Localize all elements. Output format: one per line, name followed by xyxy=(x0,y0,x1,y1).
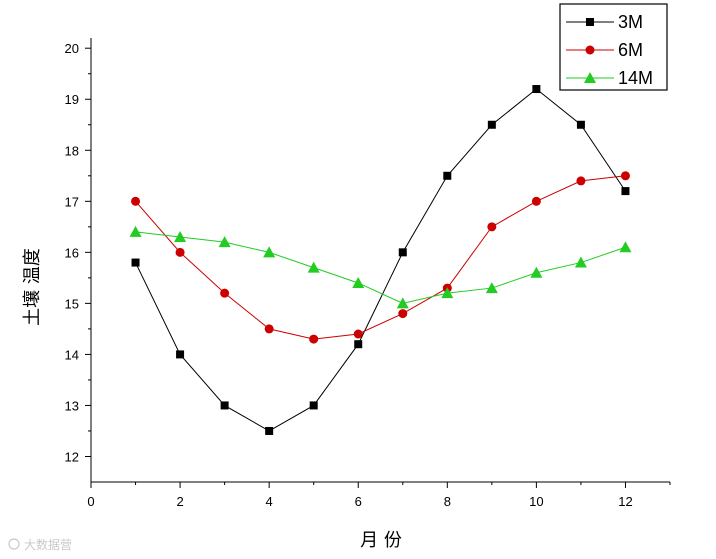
data-point xyxy=(307,261,320,273)
watermark: 大数据营 xyxy=(8,537,72,552)
x-tick-label: 4 xyxy=(266,494,273,509)
watermark-text: 大数据营 xyxy=(24,537,72,552)
data-point xyxy=(309,334,319,344)
data-point xyxy=(485,282,498,294)
data-point xyxy=(576,176,586,186)
legend-label: 6M xyxy=(618,40,643,60)
data-point xyxy=(176,350,185,359)
y-axis-label: 土壤 温度 xyxy=(22,248,43,326)
legend-item: 6M xyxy=(566,40,643,60)
legend-item: 14M xyxy=(566,68,653,88)
y-tick-label: 17 xyxy=(65,194,79,209)
data-point xyxy=(530,266,543,278)
y-tick-label: 19 xyxy=(65,92,79,107)
data-point xyxy=(175,247,185,257)
data-point xyxy=(352,276,365,288)
legend-box xyxy=(559,3,668,91)
legend: 3M 6M 14M xyxy=(559,3,668,91)
x-ticks: 0 2 4 6 8 10 12 xyxy=(87,482,671,509)
data-point xyxy=(354,340,363,349)
series-line xyxy=(135,88,626,432)
legend-marker xyxy=(584,72,596,83)
data-point xyxy=(131,196,141,206)
data-point xyxy=(487,120,496,129)
axes xyxy=(90,38,670,483)
data-point xyxy=(309,401,318,410)
x-tick-label: 0 xyxy=(87,494,94,509)
data-point xyxy=(576,120,585,129)
x-tick-label: 12 xyxy=(618,494,632,509)
legend-label: 3M xyxy=(618,12,643,32)
data-point xyxy=(532,85,541,94)
data-point xyxy=(621,187,630,196)
data-point xyxy=(131,258,140,267)
data-point xyxy=(174,231,187,243)
series-line xyxy=(135,231,626,304)
data-point xyxy=(487,222,497,232)
y-tick-label: 13 xyxy=(65,398,79,413)
data-point xyxy=(531,196,541,206)
series-3M xyxy=(131,85,630,435)
legend-label: 14M xyxy=(618,68,653,88)
data-point xyxy=(264,324,274,334)
data-point xyxy=(263,246,276,258)
y-tick-label: 18 xyxy=(65,143,79,158)
y-tick-label: 14 xyxy=(65,347,79,362)
y-tick-label: 16 xyxy=(65,245,79,260)
legend-marker xyxy=(585,45,595,55)
data-point xyxy=(619,241,632,253)
series-6M xyxy=(131,171,630,344)
x-tick-label: 6 xyxy=(355,494,362,509)
data-point xyxy=(265,426,274,435)
data-point xyxy=(443,171,452,180)
data-point xyxy=(396,297,409,309)
data-point xyxy=(441,287,454,299)
y-tick-label: 12 xyxy=(65,449,79,464)
data-point xyxy=(620,171,630,181)
x-axis-label: 月 份 xyxy=(360,530,402,551)
data-point xyxy=(218,236,231,248)
legend-marker xyxy=(586,18,594,26)
series-layer xyxy=(129,85,632,435)
data-point xyxy=(398,309,408,319)
data-point xyxy=(574,256,587,268)
series-14M xyxy=(129,225,632,309)
data-point xyxy=(129,225,142,237)
data-point xyxy=(220,401,229,410)
x-tick-label: 2 xyxy=(176,494,183,509)
x-tick-label: 8 xyxy=(444,494,451,509)
data-point xyxy=(220,288,230,298)
data-point xyxy=(353,329,363,339)
series-line xyxy=(135,175,626,340)
y-tick-label: 20 xyxy=(65,41,79,56)
data-point xyxy=(398,248,407,257)
y-tick-label: 15 xyxy=(65,296,79,311)
y-ticks: 12 13 14 15 16 17 18 19 20 xyxy=(65,41,91,464)
legend-item: 3M xyxy=(566,12,643,32)
x-tick-label: 10 xyxy=(529,494,543,509)
